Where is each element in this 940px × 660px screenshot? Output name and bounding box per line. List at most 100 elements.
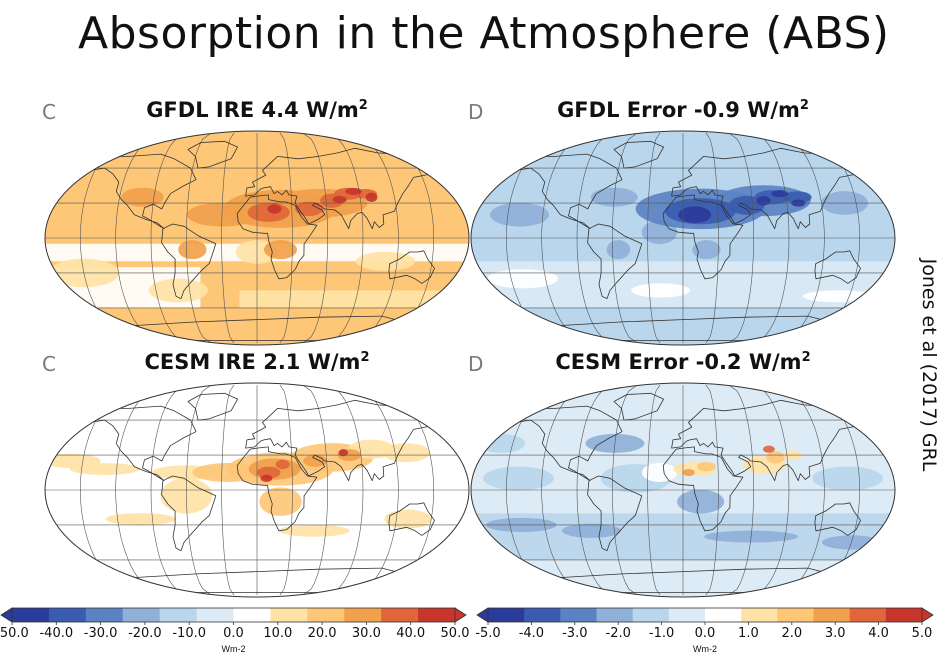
graticule-meridian xyxy=(728,132,755,344)
graticule-meridian xyxy=(150,384,189,596)
graticule-meridian xyxy=(302,384,329,596)
colorbar-bin xyxy=(885,608,923,622)
colorbar-bin xyxy=(233,608,271,622)
colorbar-svg xyxy=(0,607,467,625)
graticule-meridian xyxy=(576,132,615,344)
graticule-meridian xyxy=(185,384,212,596)
colorbar-bin xyxy=(705,608,742,622)
colorbar-tick-label: -50.0 xyxy=(0,626,29,641)
map-field-patch xyxy=(812,466,883,491)
map-field-patch xyxy=(278,524,350,537)
map-frame xyxy=(44,382,470,598)
map-field-patch xyxy=(148,278,208,303)
map-frame xyxy=(44,130,470,346)
map-svg xyxy=(470,382,896,598)
map-field-patch xyxy=(763,445,775,453)
colorbar-bin xyxy=(159,608,198,622)
colorbar-tick-label: 2.0 xyxy=(781,626,803,641)
graticule-meridian xyxy=(576,384,615,596)
graticule-meridian xyxy=(751,384,790,596)
map-field-patch xyxy=(561,523,621,538)
coastline-namerica xyxy=(507,153,623,230)
colorbar-over-arrow xyxy=(454,607,467,623)
map-panel-cesm-error: D CESM Error -0.2 W/m2 xyxy=(468,350,898,600)
map-field-patch xyxy=(247,202,290,222)
colorbar-bin xyxy=(418,608,456,622)
map-field-patch xyxy=(259,487,302,516)
map-field-patch xyxy=(365,192,378,202)
map-panel-gfdl-error: D GFDL Error -0.9 W/m2 xyxy=(468,98,898,348)
map-field-patch xyxy=(477,433,525,453)
graticule-meridian xyxy=(774,132,825,344)
colorbar-bin xyxy=(741,608,778,622)
graticule-meridian xyxy=(541,384,592,596)
coastline-namerica xyxy=(81,153,197,230)
colorbar-units: Wm-2 xyxy=(693,644,717,654)
colorbar-tick-label: -40.0 xyxy=(39,626,74,641)
colorbar-units: Wm-2 xyxy=(221,644,246,654)
graticule-meridian xyxy=(705,132,719,344)
map-field-patch xyxy=(267,204,282,214)
map-field-patch xyxy=(631,283,690,298)
colorbar-tick-label: 1.0 xyxy=(738,626,759,641)
colorbar-tick-label: -10.0 xyxy=(172,626,207,641)
colorbar-tick-label: 3.0 xyxy=(824,626,846,641)
map-field-band xyxy=(239,290,469,308)
graticule-meridian xyxy=(751,132,790,344)
graticule-meridian xyxy=(647,384,661,596)
coastline-greenland xyxy=(187,140,238,169)
map-field-patch xyxy=(771,190,789,198)
graticule-meridian xyxy=(325,384,364,596)
colorbar-tick-label: 0.0 xyxy=(694,626,716,641)
colorbar-bin xyxy=(849,608,887,622)
colorbar-tick-label: 50.0 xyxy=(440,626,470,641)
graticule-meridian xyxy=(611,132,638,344)
colorbar-tick-label: 20.0 xyxy=(307,626,337,641)
coastline-namerica xyxy=(507,405,623,482)
colorbar-bin xyxy=(196,608,234,622)
colorbar-tick-label: -2.0 xyxy=(605,626,631,641)
colorbar-bin xyxy=(85,608,124,622)
coastline-australia xyxy=(388,502,435,536)
coastline-antarctica xyxy=(507,567,859,593)
graticule-meridian xyxy=(115,384,166,596)
colorbar-bin xyxy=(560,608,597,622)
panel-letter: C xyxy=(42,100,56,124)
colorbar-tick-label: -5.0 xyxy=(475,626,501,641)
colorbar-under-arrow xyxy=(476,607,489,623)
coastline-greenland xyxy=(187,392,238,421)
map-field-patch xyxy=(383,443,431,463)
colorbar-tick-label: -3.0 xyxy=(562,626,588,641)
map-field-patch xyxy=(606,240,631,260)
colorbar-bin xyxy=(632,608,670,622)
panel-letter: C xyxy=(42,352,56,376)
map-field-patch xyxy=(295,201,324,217)
colorbar-tick-label: 40.0 xyxy=(396,626,426,641)
colorbar-tick-label: 4.0 xyxy=(868,626,889,641)
map-svg xyxy=(44,130,470,346)
map-field-patch xyxy=(783,191,812,204)
graticule-meridian xyxy=(221,384,235,596)
coastline-australia xyxy=(814,250,861,284)
graticule-meridian xyxy=(185,132,212,344)
panel-title: GFDL IRE 4.4 W/m2 xyxy=(146,98,368,122)
map-panel-gfdl-ire: C GFDL IRE 4.4 W/m2 xyxy=(42,98,472,348)
graticule-meridian xyxy=(279,384,293,596)
graticule-meridian xyxy=(150,132,189,344)
colorbar-tick-label: 0.0 xyxy=(223,626,244,641)
map-field-patch xyxy=(355,251,415,271)
map-field-patch xyxy=(641,463,678,483)
coastline-australia xyxy=(388,250,435,284)
map-panel-cesm-ire: C CESM IRE 2.1 W/m2 xyxy=(42,350,472,600)
colorbar-tick-label: 30.0 xyxy=(351,626,381,641)
colorbar-bin xyxy=(488,608,525,622)
colorbar-bin xyxy=(381,608,419,622)
colorbar-ire: -50.0 -40.0 -30.0 -20.0 -10.0 0.0 10.0 20.0 30.0… xyxy=(0,604,470,656)
graticule-meridian xyxy=(647,132,661,344)
graticule-meridian xyxy=(705,384,719,596)
coastline-eurasia xyxy=(671,147,870,230)
map-field-patch xyxy=(802,290,874,303)
map-field-patch xyxy=(332,195,347,204)
map-field-patch xyxy=(384,509,432,529)
map-field-patch xyxy=(105,513,177,526)
